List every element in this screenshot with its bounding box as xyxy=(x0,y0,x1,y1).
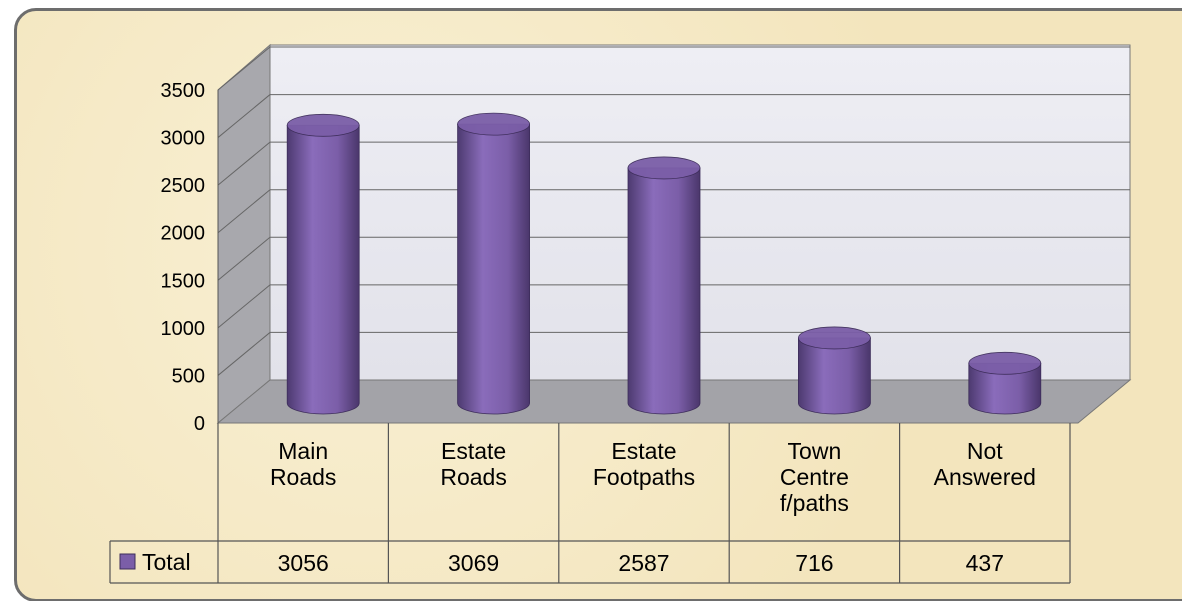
grid-line xyxy=(217,189,271,234)
x-tick-label: Town Centre f/paths xyxy=(779,438,849,516)
bar-body xyxy=(798,337,871,415)
y-tick-label: 1000 xyxy=(161,318,206,340)
grid-line xyxy=(217,141,271,186)
y-tick-label: 500 xyxy=(172,365,205,387)
bar-top xyxy=(457,112,531,136)
table-value: 2587 xyxy=(618,550,669,576)
x-tick-label: Estate Roads xyxy=(440,438,507,490)
y-tick-label: 1500 xyxy=(161,270,206,292)
grid-line xyxy=(217,94,271,138)
y-tick-label: 0 xyxy=(194,413,205,435)
legend-key xyxy=(119,553,136,570)
y-tick-label: 2000 xyxy=(161,223,206,245)
x-tick-label: Estate Footpaths xyxy=(592,438,696,490)
grid-line xyxy=(217,284,271,329)
grid-line xyxy=(217,46,271,91)
y-tick-label: 3500 xyxy=(161,80,206,102)
bar xyxy=(798,326,871,415)
legend-label: Total xyxy=(142,549,191,575)
bar-body xyxy=(286,124,360,415)
bar xyxy=(627,156,701,415)
table-value: 437 xyxy=(966,550,1004,576)
x-tick-label: Main Roads xyxy=(269,438,337,490)
bar xyxy=(968,351,1042,415)
bar-top xyxy=(286,113,360,137)
table-value: 3056 xyxy=(278,550,329,576)
bar-top xyxy=(968,351,1042,375)
bar-top xyxy=(798,326,871,350)
bar-top xyxy=(627,156,701,180)
bar xyxy=(457,112,531,415)
table-value: 3069 xyxy=(448,550,499,576)
bar-body xyxy=(627,167,701,415)
bar xyxy=(286,113,360,415)
grid-line xyxy=(217,236,271,281)
side-wall xyxy=(217,43,271,425)
bar-body xyxy=(968,362,1042,415)
x-tick-label: Not Answered xyxy=(933,438,1036,490)
y-tick-label: 2500 xyxy=(161,175,206,197)
grid-line xyxy=(217,332,271,376)
y-tick-label: 3000 xyxy=(161,128,206,150)
table-value: 716 xyxy=(795,550,833,576)
bar-body xyxy=(457,123,530,415)
